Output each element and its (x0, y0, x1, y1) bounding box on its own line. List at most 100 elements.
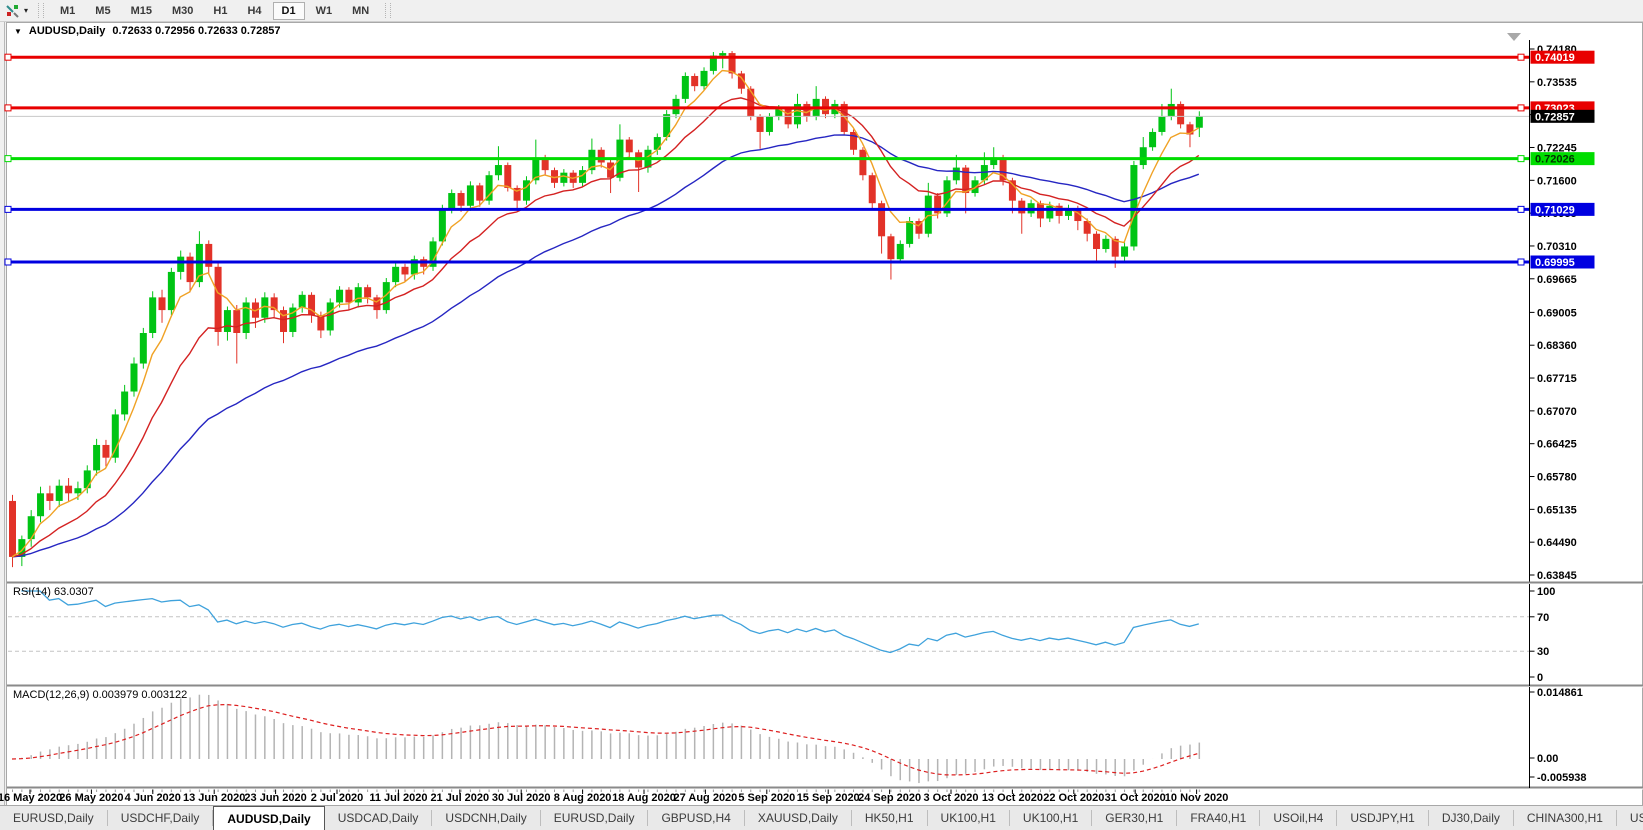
date-label: 21 Jul 2020 (430, 792, 489, 804)
ma-slow-line (11, 134, 1200, 558)
svg-text:0.69995: 0.69995 (1535, 257, 1575, 269)
svg-text:0.00: 0.00 (1537, 753, 1558, 765)
date-label: 23 Jun 2020 (244, 792, 306, 804)
rsi-panel: 100 70 30 0 (8, 584, 1555, 686)
collapse-icon[interactable]: ▼ (14, 26, 22, 36)
chart-type-icon[interactable] (4, 3, 22, 19)
svg-text:0.72245: 0.72245 (1537, 142, 1577, 154)
svg-text:0.69005: 0.69005 (1537, 307, 1577, 319)
ma-fast-line (11, 69, 1200, 558)
price-tag-0.71029 (1530, 202, 1595, 216)
svg-text:0.64490: 0.64490 (1537, 537, 1577, 549)
price-tag-0.72026 (1530, 152, 1595, 166)
svg-text:0.74019: 0.74019 (1535, 52, 1575, 64)
rsi-line (21, 590, 1199, 654)
svg-text:0.72857: 0.72857 (1535, 111, 1575, 123)
chart-tab-dj30-daily[interactable]: DJ30,Daily (1429, 810, 1514, 826)
date-label: 10 Nov 2020 (1165, 792, 1229, 804)
date-label: 4 Jun 2020 (125, 792, 181, 804)
svg-text:-0.005938: -0.005938 (1537, 772, 1587, 784)
toolbar-grip-2 (385, 3, 392, 18)
hline-handle-right[interactable] (1517, 155, 1525, 163)
macd-signal-line (11, 703, 1199, 776)
svg-text:0.72026: 0.72026 (1535, 154, 1575, 166)
timeframe-h4-button[interactable]: H4 (247, 4, 262, 17)
price-tag-0.74019 (1530, 50, 1595, 64)
date-label: 27 Aug 2020 (674, 792, 738, 804)
svg-text:0.71029: 0.71029 (1535, 204, 1575, 216)
timeframe-m15-button[interactable]: M15 (130, 4, 152, 17)
chart-window-background (6, 22, 1643, 806)
price-tag-current (1530, 109, 1595, 123)
chart-tab-uk100-h1[interactable]: UK100,H1 (1010, 810, 1093, 826)
hline-handle-left[interactable] (4, 104, 12, 112)
timeframe-h1-button[interactable]: H1 (213, 4, 228, 17)
timeframe-w1-button[interactable]: W1 (315, 4, 333, 17)
chart-shift-marker[interactable] (1507, 33, 1521, 41)
svg-text:0.71600: 0.71600 (1537, 175, 1577, 187)
chart-tab-uk100-h1[interactable]: UK100,H1 (928, 810, 1010, 826)
chart-tab-usdchf-daily[interactable]: USDCHF,Daily (108, 810, 214, 826)
hline-handle-right[interactable] (1517, 205, 1525, 213)
svg-text:0.65780: 0.65780 (1537, 472, 1577, 484)
rsi-indicator-label: RSI(14) 63.0307 (13, 586, 94, 598)
chart-tab-usdcad-daily[interactable]: USDCAD,Daily (325, 810, 433, 826)
svg-text:0.63845: 0.63845 (1537, 570, 1577, 582)
chart-tab-eurusd-daily[interactable]: EURUSD,Daily (541, 810, 649, 826)
chart-tab-audusd-daily[interactable]: AUDUSD,Daily (213, 806, 325, 830)
hline-handle-right[interactable] (1517, 258, 1525, 266)
svg-text:0.68360: 0.68360 (1537, 340, 1577, 352)
chart-tab-usdjpy-h1[interactable]: USDJPY,H1 (1337, 810, 1429, 826)
chart-ohlc-values: 0.72633 0.72956 0.72633 0.72857 (112, 25, 281, 37)
svg-text:0.67070: 0.67070 (1537, 406, 1577, 418)
macd-indicator-label: MACD(12,26,9) 0.003979 0.003122 (13, 689, 188, 701)
horizontal-lines (4, 53, 1530, 266)
date-label: 31 Oct 2020 (1105, 792, 1166, 804)
date-label: 3 Oct 2020 (923, 792, 978, 804)
toolbar: ▾ M1 M5 M15 M30 H1 H4 D1 W1 MN (0, 0, 1643, 22)
timeframe-m1-button[interactable]: M1 (60, 4, 76, 17)
chart-tab-china300-h1[interactable]: CHINA300,H1 (1514, 810, 1617, 826)
hline-handle-left[interactable] (4, 205, 12, 213)
chart-tab-usoil-h4[interactable]: USOil,H4 (1260, 810, 1338, 826)
timeframe-d1-button[interactable]: D1 (272, 1, 305, 20)
hline-handle-left[interactable] (4, 155, 12, 163)
date-label: 8 Aug 2020 (554, 792, 612, 804)
chart-tab-usoil-h1[interactable]: USOil,H1 (1617, 810, 1643, 826)
timeframe-m5-button[interactable]: M5 (95, 4, 111, 17)
price-tags: 0.740190.730230.720260.710290.699950.728… (1530, 50, 1595, 269)
date-label: 2 Jul 2020 (311, 792, 364, 804)
chart-tab-eurusd-daily[interactable]: EURUSD,Daily (0, 810, 108, 826)
svg-text:70: 70 (1537, 612, 1549, 624)
hline-handle-left[interactable] (4, 258, 12, 266)
hline-handle-right[interactable] (1517, 104, 1525, 112)
toolbar-grip (38, 3, 45, 18)
chart-tab-fra40-h1[interactable]: FRA40,H1 (1177, 810, 1261, 826)
svg-text:0.014861: 0.014861 (1537, 687, 1583, 699)
chart-tab-gbpusd-h4[interactable]: GBPUSD,H4 (648, 810, 745, 826)
chart-tab-xauusd-daily[interactable]: XAUUSD,Daily (745, 810, 852, 826)
timeframe-m30-button[interactable]: M30 (171, 4, 194, 17)
macd-panel: 0.014861 0.00 -0.005938 (21, 687, 1587, 788)
price-axis[interactable]: 0.741800.735350.728900.722450.716000.709… (1529, 40, 1577, 788)
svg-text:0.65135: 0.65135 (1537, 504, 1577, 516)
chart-tab-ger30-h1[interactable]: GER30,H1 (1092, 810, 1178, 826)
chart-tab-hk50-h1[interactable]: HK50,H1 (852, 810, 928, 826)
svg-text:30: 30 (1537, 646, 1549, 658)
timeframe-mn-button[interactable]: MN (352, 4, 370, 17)
chart-tab-usdcnh-daily[interactable]: USDCNH,Daily (432, 810, 541, 826)
date-label: 26 May 2020 (59, 792, 123, 804)
date-label: 15 Sep 2020 (797, 792, 860, 804)
svg-text:0.69665: 0.69665 (1537, 274, 1577, 286)
hline-handle-left[interactable] (4, 53, 12, 61)
date-label: 13 Jun 2020 (183, 792, 245, 804)
hline-handle-right[interactable] (1517, 53, 1525, 61)
date-label: 11 Jul 2020 (369, 792, 427, 804)
svg-text:100: 100 (1537, 586, 1555, 598)
svg-text:0: 0 (1537, 672, 1543, 684)
chart-type-dropdown-icon[interactable]: ▾ (24, 6, 29, 15)
date-label: 22 Oct 2020 (1043, 792, 1104, 804)
svg-text:0.67715: 0.67715 (1537, 373, 1577, 385)
